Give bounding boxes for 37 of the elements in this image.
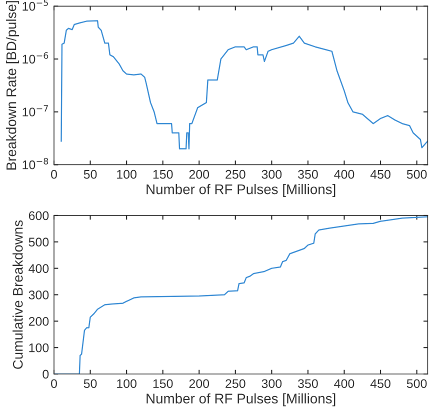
x-tick-label: 50 xyxy=(84,170,97,179)
x-tick-label: 400 xyxy=(334,170,354,179)
x-tick-label: 100 xyxy=(117,170,136,179)
x-tick-label: 500 xyxy=(406,170,427,179)
line-series xyxy=(60,20,428,150)
x-tick-label: 350 xyxy=(298,170,318,179)
y-tick-label: 400 xyxy=(28,264,49,273)
x-tick-label: 100 xyxy=(117,379,136,388)
y-tick-label: 300 xyxy=(28,290,49,300)
y-tick-label: 600 xyxy=(28,211,49,220)
x-tick-label: 200 xyxy=(189,170,210,179)
y-tick-label: 100 xyxy=(29,343,49,352)
x-tick-label: 250 xyxy=(226,379,246,388)
x-tick-label: 300 xyxy=(262,170,282,179)
y-tick-label: 10$^{−6}$ xyxy=(22,52,48,64)
x-tick-label: 0 xyxy=(51,170,57,179)
y-tick-label: 500 xyxy=(28,238,49,247)
x-tick-label: 150 xyxy=(153,379,173,388)
x-tick-label: 400 xyxy=(334,379,354,388)
x-axis-title: Number of RF Pulses [Millions] xyxy=(146,393,336,406)
x-tick-label: 250 xyxy=(226,170,246,179)
y-tick-label: 10$^{−8}$ xyxy=(22,158,48,170)
x-tick-label: 150 xyxy=(153,170,173,179)
x-tick-label: 0 xyxy=(51,379,57,388)
y-tick-label: 0 xyxy=(42,370,49,379)
y-axis-title: Cumulative Breakdowns xyxy=(12,220,23,369)
x-tick-label: 300 xyxy=(262,379,282,388)
x-tick-label: 200 xyxy=(189,379,210,388)
x-axis-title: Number of RF Pulses [Millions] xyxy=(146,184,336,197)
x-tick-label: 450 xyxy=(370,170,390,179)
y-tick-label: 200 xyxy=(28,316,49,326)
x-tick-label: 450 xyxy=(370,379,390,388)
x-tick-label: 500 xyxy=(406,379,427,388)
y-tick-label: 10$^{−7}$ xyxy=(22,105,48,116)
x-tick-label: 350 xyxy=(298,379,318,388)
x-tick-label: 50 xyxy=(84,379,97,388)
y-axis-title: Breakdown Rate [BD/pulse] xyxy=(6,1,19,170)
